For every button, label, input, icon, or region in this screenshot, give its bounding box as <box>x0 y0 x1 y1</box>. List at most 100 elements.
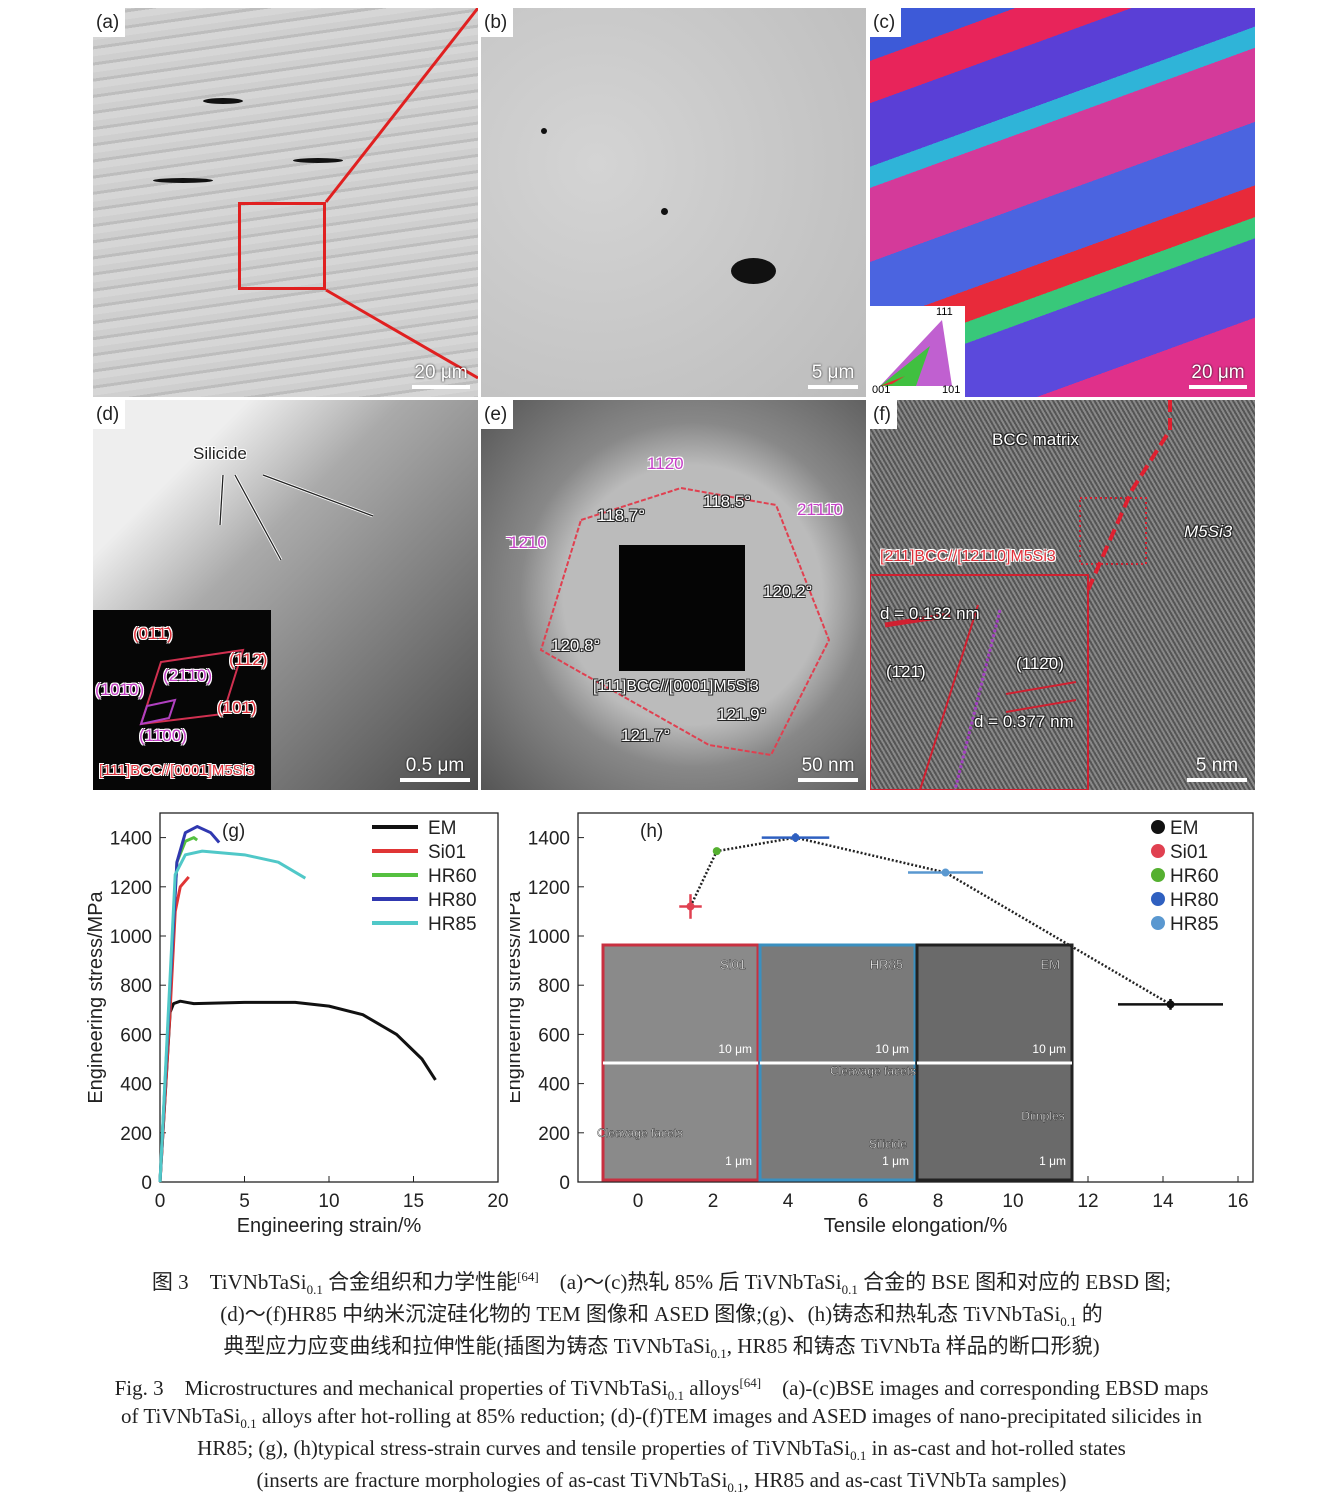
caption-subscript: 0.1 <box>1060 1314 1077 1330</box>
y-tick-label: 0 <box>141 1173 152 1194</box>
precipitate <box>293 158 343 163</box>
caption-line: HR85; (g), (h)typical stress-strain curv… <box>0 1436 1323 1464</box>
panel-e-tem-image: 112̄0 ̄12̄10 21̄11̄0 118.7° 118.5° 120.2… <box>481 400 866 790</box>
insert-scale-label: 1 μm <box>1039 1154 1066 1168</box>
legend-marker <box>1151 844 1165 858</box>
panel-label: (h) <box>640 821 663 842</box>
caption-text: (a)～(c)热轧 85% 后 TiVNbTaSi <box>538 1270 842 1294</box>
d-spacing-label: d = 0.377 nm <box>974 712 1074 731</box>
angle-label: 118.5° <box>703 492 752 511</box>
panel-f-hrtem-image: BCC matrix M5Si3 [2̄11]BCC//[1̄21̄10]M5S… <box>870 400 1255 790</box>
y-tick-label: 1000 <box>528 927 570 948</box>
data-point-si01 <box>686 902 695 911</box>
zoom-region-box <box>238 202 326 290</box>
data-point-hr60 <box>712 847 721 856</box>
y-tick-label: 800 <box>120 976 152 997</box>
legend-label: HR60 <box>1170 866 1219 887</box>
caption-text: 典型应力应变曲线和拉伸性能(插图为铸态 TiVNbTaSi <box>223 1334 711 1358</box>
caption-text: (d)～(f)HR85 中纳米沉淀硅化物的 TEM 图像和 ASED 图像;(g… <box>220 1302 1061 1326</box>
panel-b-bse-image: (b) 5 μm <box>481 8 866 397</box>
ipf-legend: 111 001 101 <box>870 306 965 397</box>
insert-scale-label: 10 μm <box>1032 1042 1066 1056</box>
spot-label: (01̄1̄) <box>133 624 173 643</box>
panel-c-ebsd-map: 111 001 101 (c) 20 μm <box>870 8 1255 397</box>
caption-citation: [64] <box>517 1269 539 1284</box>
legend-label: Si01 <box>1170 842 1208 863</box>
legend-marker <box>1151 868 1165 882</box>
panel-label: (d) <box>93 400 126 429</box>
caption-text: 合金组织和力学性能 <box>322 1270 518 1294</box>
y-tick-label: 1400 <box>110 829 152 850</box>
insert-annotation: Cleavage facets <box>830 1064 916 1078</box>
caption-text: (inserts are fracture morphologies of as… <box>256 1468 728 1492</box>
insert-annotation: Dimples <box>1021 1109 1064 1123</box>
x-axis-label: Tensile elongation/% <box>824 1215 1008 1237</box>
zoom-lines <box>324 8 478 380</box>
insert-title: HR85 <box>870 957 903 972</box>
caption-text: alloys after hot-rolling at 85% reductio… <box>256 1404 1202 1428</box>
x-tick-label: 15 <box>403 1191 424 1212</box>
caption-text: Fig. 3 Microstructures and mechanical pr… <box>114 1376 668 1400</box>
plane-label: ̄12̄10 <box>509 533 547 552</box>
caption-text: , HR85 和铸态 TiVNbTa 样品的断口形貌) <box>726 1334 1100 1358</box>
y-tick-label: 400 <box>120 1075 152 1096</box>
caption-line: (d)～(f)HR85 中纳米沉淀硅化物的 TEM 图像和 ASED 图像;(g… <box>0 1298 1323 1330</box>
caption-text: of TiVNbTaSi <box>121 1404 241 1428</box>
caption-subscript: 0.1 <box>710 1346 727 1362</box>
caption-text: 的 <box>1076 1302 1103 1326</box>
legend-label: HR85 <box>1170 914 1219 935</box>
x-tick-label: 14 <box>1152 1191 1174 1212</box>
caption-subscript: 0.1 <box>240 1416 257 1432</box>
interface-lines <box>870 400 1172 790</box>
panel-a-bse-image: (a) 20 μm <box>93 8 478 397</box>
scale-bar: 20 μm <box>1189 362 1247 389</box>
series-line-em <box>158 999 437 1183</box>
scale-bar: 5 nm <box>1187 755 1247 782</box>
legend-label: HR80 <box>428 890 477 911</box>
y-tick-label: 0 <box>559 1173 570 1194</box>
data-point-hr85 <box>941 868 950 877</box>
insert-annotation: Silicide <box>869 1137 907 1151</box>
caption-line: (inserts are fracture morphologies of as… <box>0 1468 1323 1496</box>
legend-marker <box>1151 916 1165 930</box>
scale-bar: 0.5 μm <box>400 755 470 782</box>
x-tick-label: 0 <box>155 1191 166 1212</box>
series-line-hr85 <box>158 849 307 1183</box>
angle-label: 118.7° <box>597 506 646 525</box>
caption-text: , HR85 and as-cast TiVNbTa samples) <box>743 1468 1067 1492</box>
spot-label: (11̄00) <box>139 726 187 745</box>
caption-line: of TiVNbTaSi0.1 alloys after hot-rolling… <box>0 1404 1323 1432</box>
angle-label: 120.2° <box>763 582 813 601</box>
ipf-111-label: 111 <box>936 306 953 318</box>
y-tick-label: 800 <box>538 976 570 997</box>
legend-label: Si01 <box>428 842 466 863</box>
zone-axis-label: [111]BCC//[0001]M5Si3 <box>99 762 255 779</box>
plane-label: (1̄21̄) <box>886 662 926 681</box>
caption-subscript: 0.1 <box>850 1448 867 1464</box>
panel-label: (c) <box>870 8 902 37</box>
silicide-cluster <box>731 258 776 284</box>
precipitate <box>661 208 668 215</box>
insert-annotation: Cleavage facets <box>597 1126 683 1140</box>
ipf-101-label: 101 <box>942 384 961 396</box>
plot-frame <box>577 812 1254 1183</box>
bcc-matrix-label: BCC matrix <box>992 430 1079 449</box>
scale-bar: 5 μm <box>808 362 858 389</box>
phase-label: M5Si3 <box>1184 522 1233 541</box>
chart-g-stress-strain: 0 5 10 15 200200400600800100012001400Enginee… <box>85 812 509 1237</box>
caption-line: Fig. 3 Microstructures and mechanical pr… <box>0 1372 1323 1404</box>
y-tick-label: 600 <box>538 1025 570 1046</box>
zone-axis-label: [2̄11]BCC//[1̄21̄10]M5Si3 <box>880 548 1056 565</box>
spot-label: (101̄) <box>217 698 257 717</box>
silicide-label: Silicide <box>193 444 247 463</box>
precipitate <box>153 178 213 183</box>
insert-scale-label: 1 μm <box>882 1154 909 1168</box>
panel-d-tem-image: Silicide (01̄1̄) (112̄) (21̄1̄0) (101̄0)… <box>93 400 478 790</box>
diffraction-inset <box>619 545 745 671</box>
caption-subscript: 0.1 <box>727 1480 744 1496</box>
y-tick-label: 200 <box>538 1124 570 1145</box>
x-tick-label: 2 <box>708 1191 719 1212</box>
y-axis-label: Engineering stress/MPa <box>510 890 525 1103</box>
d-spacing-label: d = 0.132 nm <box>880 604 980 623</box>
caption-text: alloys <box>684 1376 740 1400</box>
